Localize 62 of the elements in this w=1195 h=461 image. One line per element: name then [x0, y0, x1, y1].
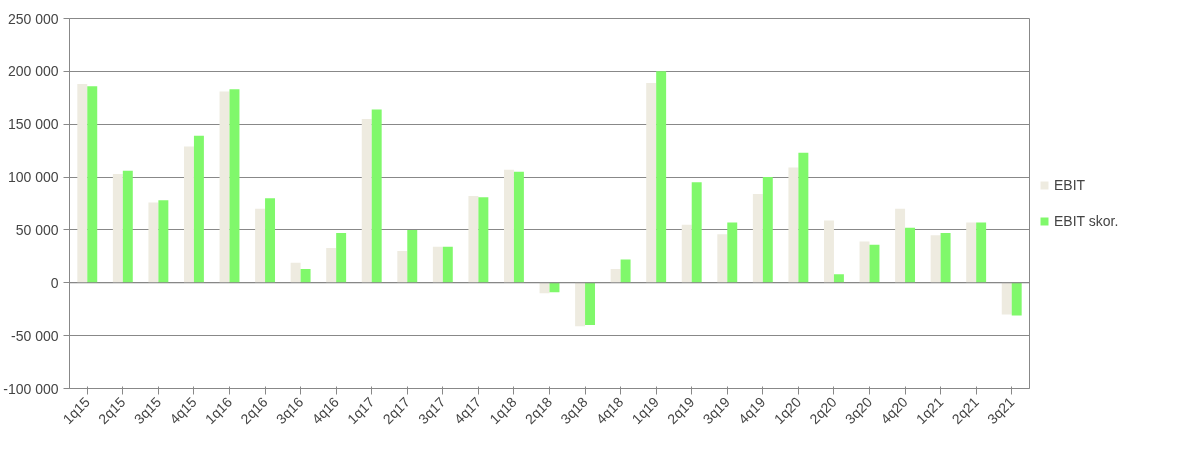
y-tick-label: 200 000	[7, 63, 59, 80]
bar	[610, 269, 621, 283]
bar	[77, 84, 88, 283]
bar	[255, 208, 266, 283]
legend-label: EBIT	[1054, 177, 1086, 193]
bar	[788, 167, 799, 283]
bar	[752, 193, 763, 283]
y-tick-label: -100 000	[3, 380, 59, 397]
bar	[656, 71, 667, 283]
bar	[229, 89, 240, 283]
bar	[183, 146, 194, 283]
bar	[361, 118, 372, 283]
bar	[798, 152, 809, 283]
bar	[976, 222, 987, 283]
y-tick-label: -50 000	[11, 327, 59, 344]
bar	[219, 91, 230, 283]
bar	[833, 274, 844, 283]
bar	[727, 222, 738, 283]
bar	[585, 282, 596, 326]
bar	[87, 86, 98, 283]
bar	[762, 177, 773, 283]
bar	[859, 241, 870, 283]
bar	[290, 262, 301, 283]
bar	[193, 135, 204, 283]
bar	[895, 208, 906, 283]
y-tick-label: 100 000	[7, 169, 59, 186]
legend-label: EBIT skor.	[1054, 213, 1119, 229]
bar	[265, 198, 276, 283]
bar	[112, 173, 123, 283]
bar	[326, 247, 337, 283]
y-tick-label: 0	[50, 274, 59, 291]
bar	[397, 251, 408, 283]
bar	[940, 233, 951, 283]
bar	[148, 202, 159, 283]
bar	[823, 220, 834, 283]
bar	[717, 234, 728, 283]
bar	[905, 227, 916, 283]
bar	[371, 109, 382, 283]
y-tick-label: 250 000	[7, 10, 59, 27]
bar	[336, 233, 347, 283]
bar	[407, 229, 418, 283]
bar	[300, 269, 311, 283]
bar	[122, 170, 133, 283]
bar	[478, 197, 489, 283]
bar	[539, 282, 550, 294]
y-tick-label: 150 000	[7, 116, 59, 133]
bar	[1011, 282, 1022, 316]
bar	[930, 235, 941, 283]
bar	[503, 169, 514, 283]
bar	[966, 222, 977, 283]
bar	[432, 246, 443, 283]
bar	[442, 246, 453, 283]
bar	[646, 82, 657, 283]
bar	[1001, 282, 1012, 315]
bar	[513, 171, 524, 283]
y-tick-label: 50 000	[15, 221, 59, 238]
bar	[575, 282, 586, 327]
bar	[158, 200, 169, 283]
bar	[691, 182, 702, 283]
bar	[620, 259, 631, 283]
bar	[468, 196, 479, 283]
bar	[681, 224, 692, 283]
